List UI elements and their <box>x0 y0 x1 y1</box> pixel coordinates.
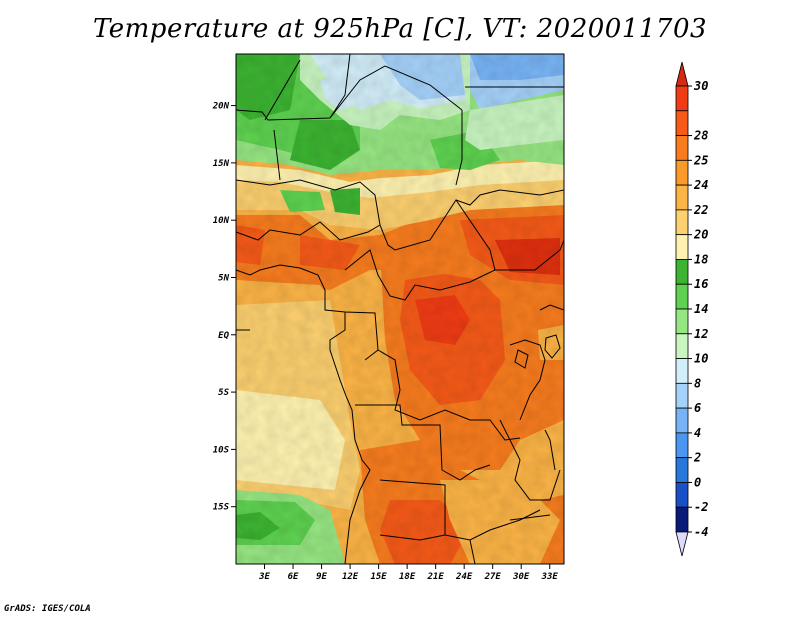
lat-tick-label: EQ <box>218 331 229 341</box>
colorbar-band <box>675 308 689 335</box>
colorbar-label: 6 <box>694 401 701 415</box>
colorbar-band <box>675 135 689 161</box>
colorbar-label: -2 <box>694 500 708 514</box>
colorbar-label: 2 <box>693 451 701 465</box>
lon-tick-label: 33E <box>541 572 559 582</box>
colorbar-band <box>675 457 689 483</box>
colorbar-band <box>675 283 689 310</box>
colorbar-band <box>675 184 689 211</box>
lat-tick-label: 10N <box>213 216 230 226</box>
lat-tick-label: 10S <box>213 445 230 455</box>
colorbar-label: 22 <box>693 203 708 217</box>
colorbar-band <box>675 407 689 434</box>
colorbar-label: 25 <box>693 153 708 167</box>
colorbar-label: -4 <box>694 525 708 539</box>
temperature-field <box>236 54 564 564</box>
lon-tick-label: 27E <box>484 572 502 582</box>
lon-tick-label: 9E <box>316 572 327 582</box>
colorbar-label: 4 <box>694 426 701 440</box>
lon-tick-label: 21E <box>427 572 445 582</box>
colorbar-band <box>675 85 689 112</box>
colorbar-band <box>675 482 689 508</box>
lon-tick-label: 6E <box>288 572 299 582</box>
colorbar-band <box>675 209 689 236</box>
lon-tick-label: 30E <box>512 572 530 582</box>
colorbar-band <box>675 382 689 409</box>
lat-tick-label: 5N <box>218 273 229 283</box>
colorbar-label: 14 <box>694 302 708 316</box>
lat-tick-label: 15S <box>213 503 230 513</box>
map-frame <box>235 53 565 565</box>
lon-tick-label: 24E <box>455 572 473 582</box>
latitude-axis: 20N 15N 10N 5N EQ 5S 10S 15S <box>212 102 236 513</box>
lat-tick-label: 20N <box>212 102 230 112</box>
colorbar-label: 8 <box>694 376 701 390</box>
lon-tick-label: 18E <box>399 572 416 582</box>
longitude-axis: 3E 6E 9E 12E 15E 18E 21E 24E 27E 30E 33E <box>258 564 558 582</box>
colorbar-band <box>675 432 689 459</box>
colorbar-label: 28 <box>693 129 708 143</box>
lat-tick-label: 15N <box>213 159 230 169</box>
colorbar-band <box>675 259 689 285</box>
lon-tick-label: 3E <box>258 572 270 582</box>
country-borders <box>236 54 564 564</box>
lon-tick-label: 15E <box>370 572 387 582</box>
map-title: Temperature at 925hPa [C], VT: 202001170… <box>92 14 708 44</box>
colorbar-max-triangle <box>675 61 689 87</box>
lat-tick-label: 5S <box>218 388 229 398</box>
colorbar-band <box>675 358 689 384</box>
colorbar-band <box>675 159 689 186</box>
colorbar-label: 12 <box>694 327 708 341</box>
colorbar-label: 0 <box>694 475 701 489</box>
colorbar-label: 16 <box>694 277 708 291</box>
colorbar-min-triangle <box>675 531 689 557</box>
colorbar-label: 18 <box>694 252 708 266</box>
colorbar-band <box>675 110 689 136</box>
grads-credit: GrADS: IGES/COLA <box>4 604 91 614</box>
colorbar-band <box>675 333 689 359</box>
colorbar-band <box>675 234 689 260</box>
colorbar-label: 20 <box>693 228 708 242</box>
colorbar-label: 24 <box>693 178 708 192</box>
colorbar-label: 30 <box>693 79 708 93</box>
colorbar-label: 10 <box>694 352 708 366</box>
colorbar-band <box>675 506 689 533</box>
lon-tick-label: 12E <box>342 572 359 582</box>
